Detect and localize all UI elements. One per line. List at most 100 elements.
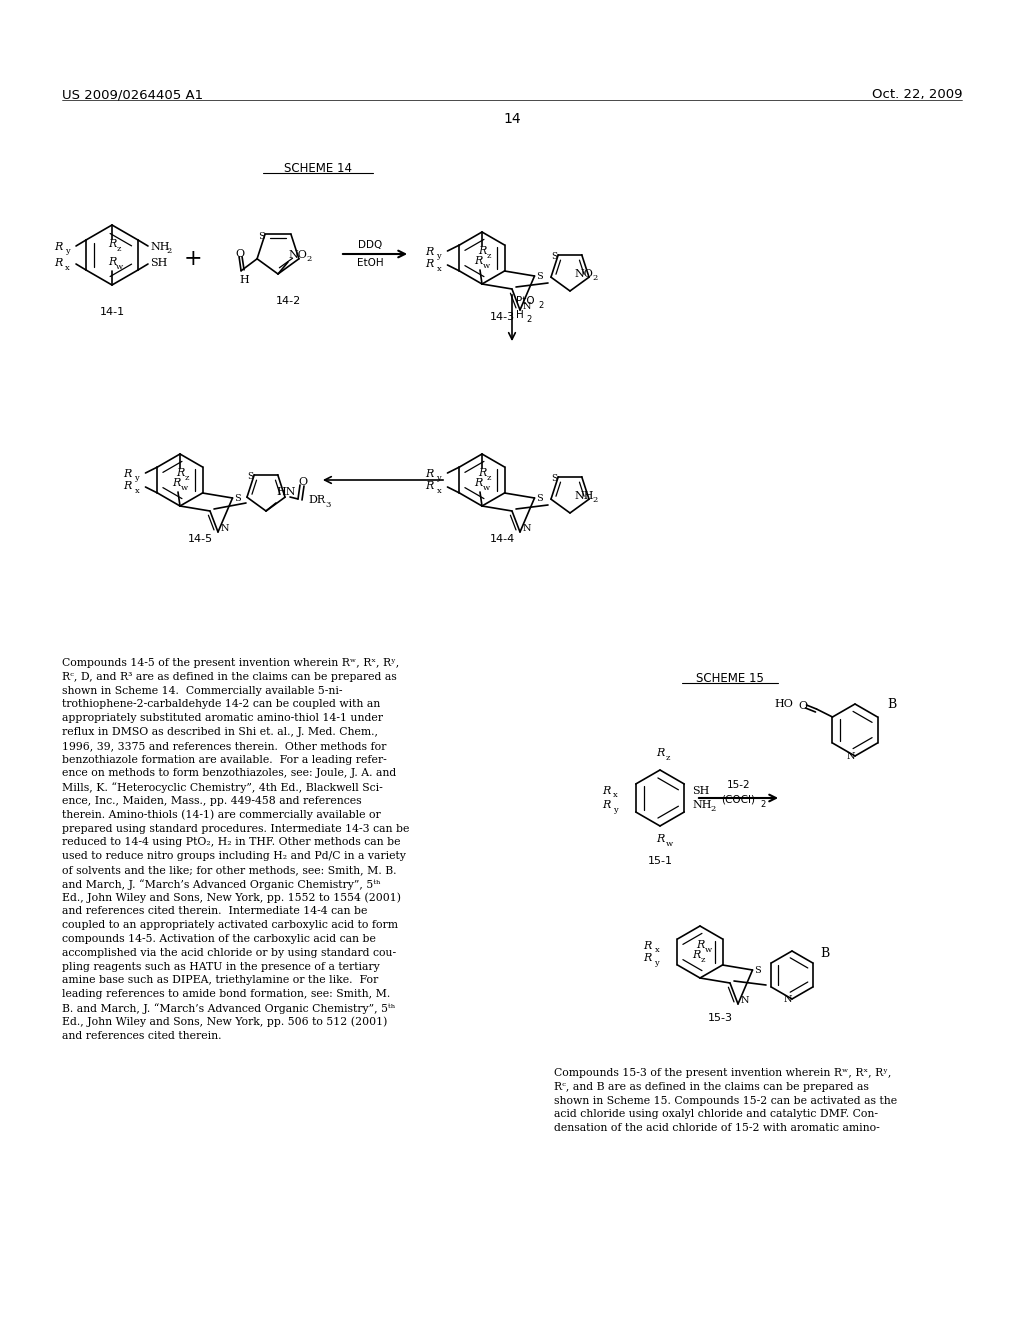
Text: appropriately substituted aromatic amino-thiol 14-1 under: appropriately substituted aromatic amino… xyxy=(62,713,383,723)
Text: R: R xyxy=(656,748,665,758)
Text: NH: NH xyxy=(574,491,594,502)
Text: 14: 14 xyxy=(503,112,521,125)
Text: O: O xyxy=(298,477,307,487)
Text: x: x xyxy=(436,487,441,495)
Text: 3: 3 xyxy=(325,502,331,510)
Text: z: z xyxy=(487,474,492,482)
Text: R: R xyxy=(643,941,652,950)
Text: B. and March, J. “March’s Advanced Organic Chemistry”, 5ᵗʰ: B. and March, J. “March’s Advanced Organ… xyxy=(62,1003,395,1014)
Text: Oct. 22, 2009: Oct. 22, 2009 xyxy=(871,88,962,102)
Text: HN: HN xyxy=(276,487,296,498)
Text: N: N xyxy=(847,752,855,762)
Text: H: H xyxy=(516,310,523,319)
Text: 2: 2 xyxy=(167,247,172,255)
Text: R: R xyxy=(643,953,652,964)
Text: R: R xyxy=(696,940,705,950)
Text: R: R xyxy=(656,834,665,843)
Text: z: z xyxy=(666,754,671,762)
Text: y: y xyxy=(65,247,70,255)
Text: w: w xyxy=(116,263,123,271)
Text: R: R xyxy=(478,246,486,256)
Text: R: R xyxy=(478,469,486,478)
Text: w: w xyxy=(483,261,490,271)
Text: x: x xyxy=(134,487,139,495)
Text: z: z xyxy=(117,246,122,253)
Text: Rᶜ, D, and R³ are as defined in the claims can be prepared as: Rᶜ, D, and R³ are as defined in the clai… xyxy=(62,672,396,682)
Text: densation of the acid chloride of 15-2 with aromatic amino-: densation of the acid chloride of 15-2 w… xyxy=(554,1123,880,1133)
Text: O: O xyxy=(236,248,244,259)
Text: R: R xyxy=(54,242,62,252)
Text: w: w xyxy=(666,840,673,847)
Text: trothiophene-2-carbaldehyde 14-2 can be coupled with an: trothiophene-2-carbaldehyde 14-2 can be … xyxy=(62,700,380,709)
Text: R: R xyxy=(426,259,434,269)
Text: compounds 14-5. Activation of the carboxylic acid can be: compounds 14-5. Activation of the carbox… xyxy=(62,935,376,944)
Text: R: R xyxy=(602,785,610,796)
Text: x: x xyxy=(436,265,441,273)
Text: R: R xyxy=(602,800,610,810)
Text: R: R xyxy=(692,950,700,960)
Text: 2: 2 xyxy=(306,255,311,263)
Text: N: N xyxy=(221,524,229,533)
Text: therein. Amino-thiols (14-1) are commercially available or: therein. Amino-thiols (14-1) are commerc… xyxy=(62,809,381,820)
Text: w: w xyxy=(483,484,490,492)
Text: 1996, 39, 3375 and references therein.  Other methods for: 1996, 39, 3375 and references therein. O… xyxy=(62,741,386,751)
Text: 2: 2 xyxy=(711,805,716,813)
Text: R: R xyxy=(124,469,132,479)
Text: H: H xyxy=(239,275,249,285)
Text: 2: 2 xyxy=(538,301,544,310)
Text: R: R xyxy=(176,469,184,478)
Text: acid chloride using oxalyl chloride and catalytic DMF. Con-: acid chloride using oxalyl chloride and … xyxy=(554,1109,878,1119)
Text: DDQ: DDQ xyxy=(357,240,382,249)
Text: 14-3: 14-3 xyxy=(489,312,515,322)
Text: 2: 2 xyxy=(592,496,597,504)
Text: Compounds 15-3 of the present invention wherein Rʷ, Rˣ, Rʸ,: Compounds 15-3 of the present invention … xyxy=(554,1068,891,1078)
Text: (COCl): (COCl) xyxy=(722,795,756,804)
Text: y: y xyxy=(654,960,659,968)
Text: R: R xyxy=(474,256,482,267)
Text: SCHEME 14: SCHEME 14 xyxy=(284,162,352,176)
Text: z: z xyxy=(185,474,189,482)
Text: R: R xyxy=(474,478,482,488)
Text: ence, Inc., Maiden, Mass., pp. 449-458 and references: ence, Inc., Maiden, Mass., pp. 449-458 a… xyxy=(62,796,361,807)
Text: reduced to 14-4 using PtO₂, H₂ in THF. Other methods can be: reduced to 14-4 using PtO₂, H₂ in THF. O… xyxy=(62,837,400,847)
Text: SCHEME 15: SCHEME 15 xyxy=(696,672,764,685)
Text: x: x xyxy=(65,264,70,272)
Text: S: S xyxy=(551,474,557,483)
Text: coupled to an appropriately activated carboxylic acid to form: coupled to an appropriately activated ca… xyxy=(62,920,398,931)
Text: accomplished via the acid chloride or by using standard cou-: accomplished via the acid chloride or by… xyxy=(62,948,396,958)
Text: R: R xyxy=(124,480,132,491)
Text: ence on methods to form benzothiazoles, see: Joule, J. A. and: ence on methods to form benzothiazoles, … xyxy=(62,768,396,779)
Text: US 2009/0264405 A1: US 2009/0264405 A1 xyxy=(62,88,203,102)
Text: y: y xyxy=(436,252,441,260)
Text: leading references to amide bond formation, see: Smith, M.: leading references to amide bond formati… xyxy=(62,989,390,999)
Text: 15-1: 15-1 xyxy=(647,855,673,866)
Text: SH: SH xyxy=(150,257,167,268)
Text: 14-2: 14-2 xyxy=(275,296,301,306)
Text: R: R xyxy=(426,469,434,479)
Text: 14-4: 14-4 xyxy=(489,535,515,544)
Text: 14-1: 14-1 xyxy=(99,308,125,317)
Text: EtOH: EtOH xyxy=(356,257,383,268)
Text: amine base such as DIPEA, triethylamine or the like.  For: amine base such as DIPEA, triethylamine … xyxy=(62,975,378,986)
Text: Ed., John Wiley and Sons, New York, pp. 506 to 512 (2001): Ed., John Wiley and Sons, New York, pp. … xyxy=(62,1016,387,1027)
Text: HO: HO xyxy=(774,700,794,709)
Text: w: w xyxy=(181,484,188,492)
Text: y: y xyxy=(134,474,139,482)
Text: x: x xyxy=(612,791,617,799)
Text: S: S xyxy=(247,471,253,480)
Text: benzothiazole formation are available.  For a leading refer-: benzothiazole formation are available. F… xyxy=(62,755,387,764)
Text: NO: NO xyxy=(574,269,593,279)
Text: R: R xyxy=(426,480,434,491)
Text: S: S xyxy=(234,494,242,503)
Text: shown in Scheme 14.  Commercially available 5-ni-: shown in Scheme 14. Commercially availab… xyxy=(62,685,342,696)
Text: used to reduce nitro groups including H₂ and Pd/C in a variety: used to reduce nitro groups including H₂… xyxy=(62,851,406,861)
Text: and references cited therein.: and references cited therein. xyxy=(62,1031,221,1040)
Text: and March, J. “March’s Advanced Organic Chemistry”, 5ᵗʰ: and March, J. “March’s Advanced Organic … xyxy=(62,879,381,890)
Text: S: S xyxy=(537,272,544,281)
Text: reflux in DMSO as described in Shi et. al., J. Med. Chem.,: reflux in DMSO as described in Shi et. a… xyxy=(62,727,378,737)
Text: SH: SH xyxy=(692,785,710,796)
Text: N: N xyxy=(741,997,750,1005)
Text: y: y xyxy=(436,474,441,482)
Text: of solvents and the like; for other methods, see: Smith, M. B.: of solvents and the like; for other meth… xyxy=(62,865,396,875)
Text: z: z xyxy=(701,956,706,964)
